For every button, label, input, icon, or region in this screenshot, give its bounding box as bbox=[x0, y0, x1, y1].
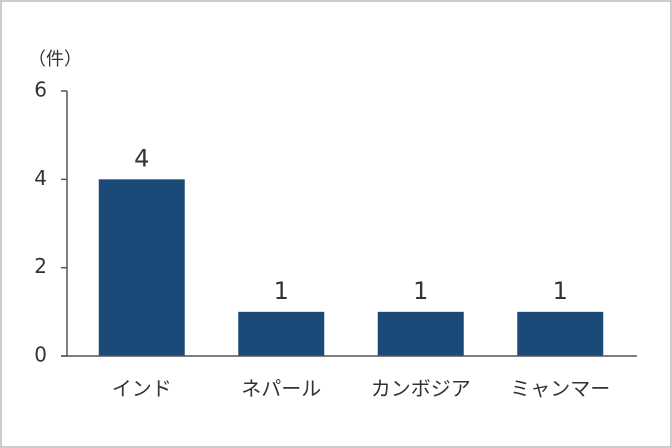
x-tick-label: ミャンマー bbox=[510, 377, 610, 401]
y-axis-title: （件） bbox=[28, 49, 82, 70]
y-tick-label: 2 bbox=[34, 254, 47, 278]
y-tick-label: 0 bbox=[34, 343, 47, 367]
data-label: 1 bbox=[553, 277, 568, 305]
y-tick-label: 4 bbox=[34, 166, 47, 190]
data-label: 1 bbox=[274, 277, 289, 305]
y-tick-label: 6 bbox=[34, 78, 47, 102]
bar bbox=[238, 311, 325, 356]
bar bbox=[517, 311, 604, 356]
data-label: 1 bbox=[413, 277, 428, 305]
x-tick-label: インド bbox=[112, 377, 172, 401]
bar bbox=[98, 179, 185, 356]
bar bbox=[377, 311, 464, 356]
x-tick-label: カンボジア bbox=[371, 377, 471, 401]
data-label: 4 bbox=[134, 144, 149, 172]
x-tick-label: ネパール bbox=[241, 377, 321, 401]
